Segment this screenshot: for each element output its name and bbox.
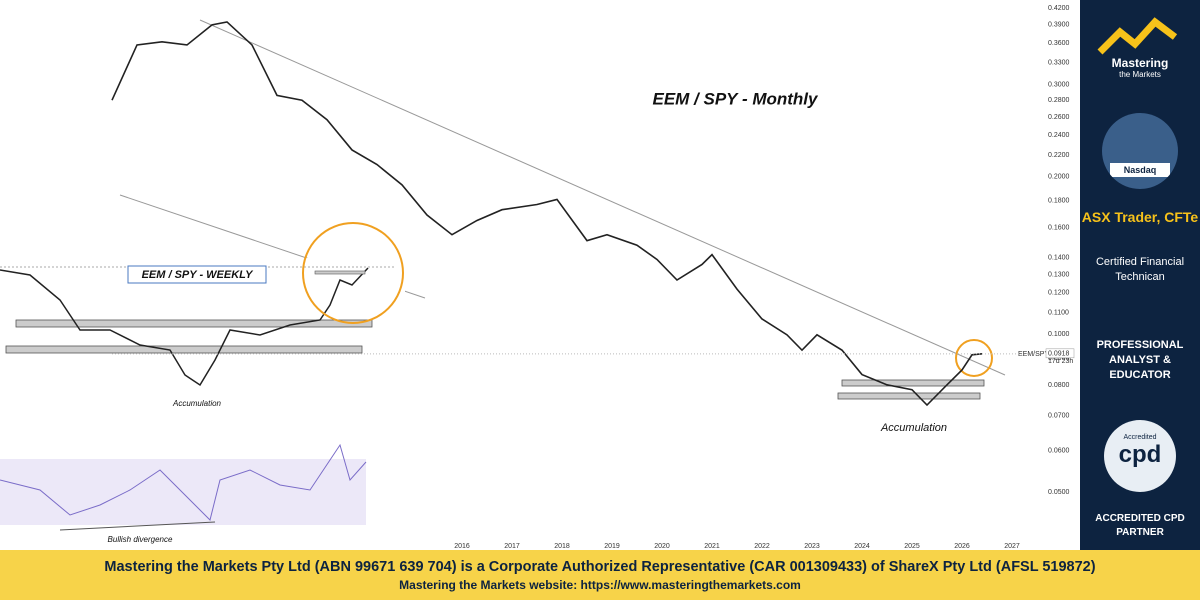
y-tick-label: 0.0500 [1048,489,1070,496]
y-tick-label: 0.1200 [1048,290,1070,297]
footer-line: Mastering the Markets Pty Ltd (ABN 99671… [104,559,1096,575]
y-tick-label: 0.2600 [1048,114,1070,121]
highlight-circle [955,339,993,377]
inset-annotation: Accumulation [172,399,222,408]
inset: EEM / SPY - WEEKLY Accumulation Bullish … [0,222,405,544]
x-tick-label: 2018 [554,543,570,550]
x-tick-label: 2019 [604,543,620,550]
last-price-box [1045,348,1075,359]
y-tick-label: 0.1400 [1048,255,1070,262]
x-tick-label: 2027 [1004,543,1020,550]
y-tick-label: 0.0700 [1048,412,1070,419]
y-tick-label: 0.3000 [1048,81,1070,88]
y-tick-label: 0.1600 [1048,224,1070,231]
last-price: 0.0918 [1048,351,1070,358]
last-price-name: EEM/SPY [1018,351,1049,358]
trader-name: ASX Trader, CFTe [1081,209,1199,225]
annotation: Accumulation [880,422,947,434]
badge-top: Accredited [1123,434,1157,441]
y-tick-label: 0.3300 [1048,60,1070,67]
badge-main: cpd [1118,441,1162,468]
photo-badge: Nasdaq [1110,163,1170,177]
y-tick-label: 0.1300 [1048,272,1070,279]
y-tick-label: 0.2000 [1048,174,1070,181]
y-tick-label: 0.4200 [1048,5,1070,12]
x-tick-label: 2024 [854,543,870,550]
photo: Nasdaq [1102,113,1178,189]
logo-text: Mastering [1111,56,1169,70]
rsi-band [0,459,366,525]
divergence-line [59,521,216,531]
x-tick-label: 2023 [804,543,820,550]
y-tick-label: 0.2800 [1048,97,1070,104]
zone [841,379,985,387]
price-line [111,21,983,407]
x-tick-label: 2020 [654,543,670,550]
inset-price [0,267,369,387]
y-tick-label: 0.0900 [1048,355,1070,362]
y-tick-label: 0.1800 [1048,198,1070,205]
highlight-circle [302,222,404,324]
x-tick-label: 2017 [504,543,520,550]
y-tick-label: 0.2400 [1048,132,1070,139]
y-tick-label: 0.3600 [1048,40,1070,47]
zone [837,392,981,400]
divergence-label: Bullish divergence [108,535,173,544]
cpd-badge: Accredited cpd [1104,420,1176,492]
sidebar: Mastering the Markets Nasdaq ASX Trader,… [1080,0,1200,550]
y-tick-label: 0.2200 [1048,152,1070,159]
x-tick-label: 2026 [954,543,970,550]
trend-line [199,19,1006,376]
logo-text: the Markets [1119,70,1161,79]
x-tick-label: 2016 [454,543,470,550]
y-tick-label: 0.0600 [1048,447,1070,454]
y-tick-label: 0.0800 [1048,382,1070,389]
x-tick-label: 2025 [904,543,920,550]
rsi-line [0,443,367,521]
role: PROFESSIONAL ANALYST & EDUCATOR [1096,339,1184,381]
zone [5,345,363,354]
footer: Mastering the Markets Pty Ltd (ABN 99671… [0,550,1200,600]
partner: ACCREDITED CPD PARTNER [1095,513,1185,538]
y-tick-label: 0.1100 [1048,310,1069,317]
x-tick-label: 2022 [754,543,770,550]
zone [15,319,373,328]
x-tick-label: 2021 [704,543,720,550]
y-tick-label: 0.3900 [1048,22,1070,29]
logo-mark [1097,17,1178,55]
last-name-box [1018,350,1048,359]
inset-title-box [127,265,267,284]
trader-subtitle: Certified Financial Technican [1095,256,1185,283]
inset-title: EEM / SPY - WEEKLY [142,269,254,281]
y-tick-label: 0.1000 [1048,331,1070,338]
countdown: 17d 23h [1048,358,1073,365]
chart-title: EEM / SPY - Monthly [653,89,820,108]
zone [314,270,366,275]
chart: EEM / SPY - Monthly Accumulation EEM / S… [0,5,1075,550]
footer-line: Mastering the Markets website: https://w… [399,578,801,592]
